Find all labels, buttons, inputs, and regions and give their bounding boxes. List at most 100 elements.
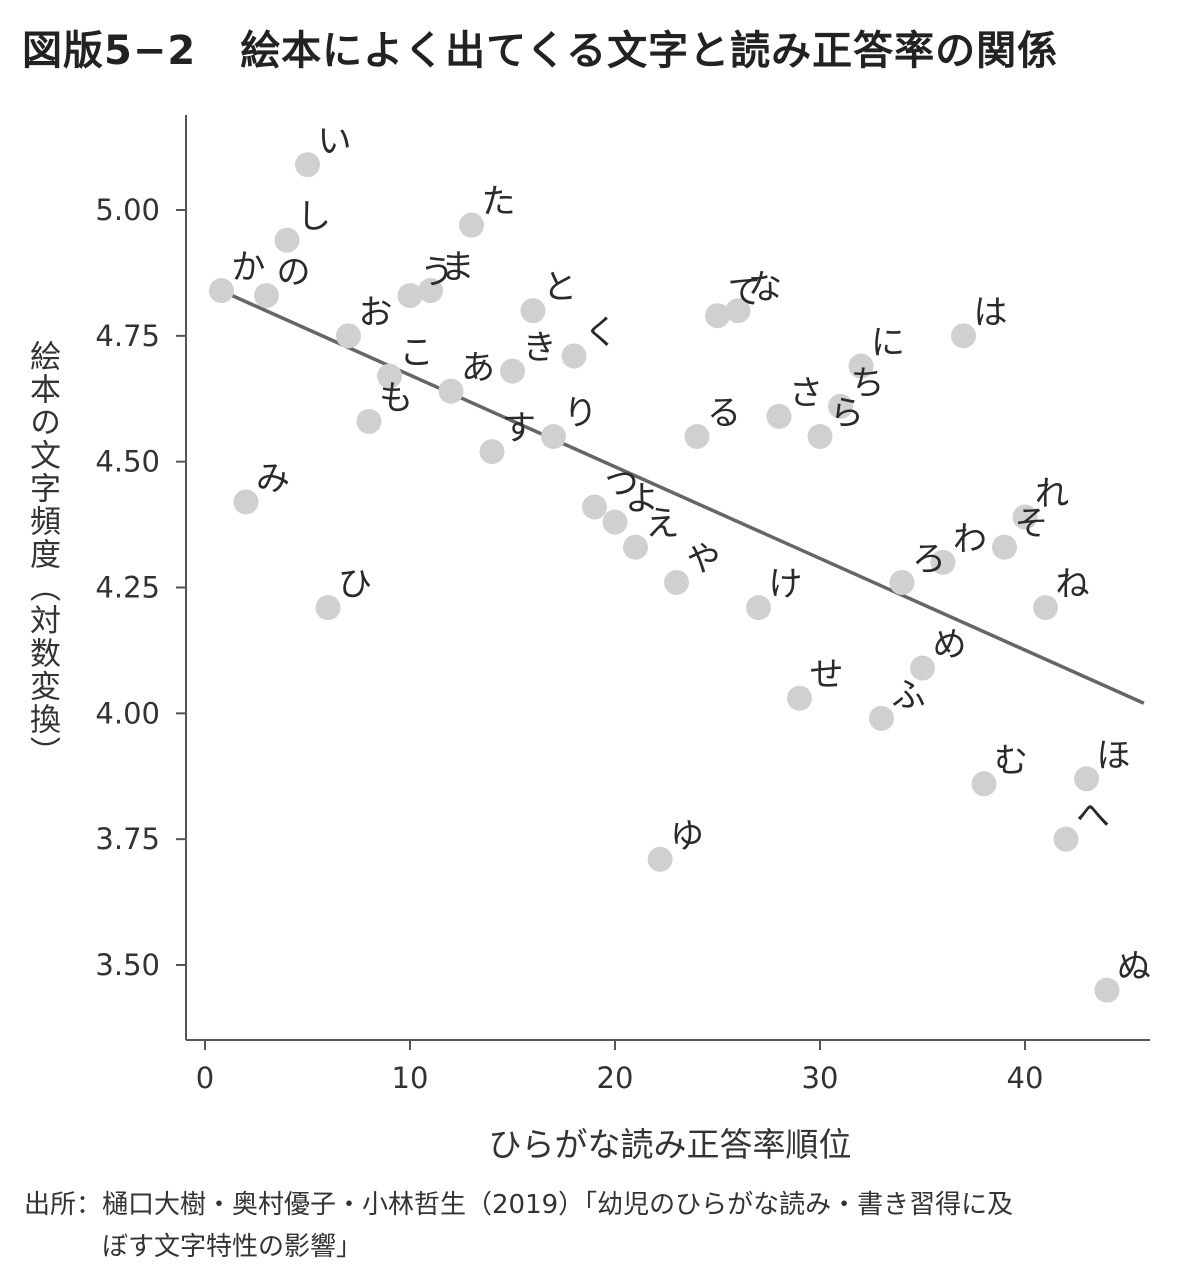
data-point	[1012, 504, 1038, 530]
point-label: ら	[830, 394, 864, 434]
point-label: こ	[400, 333, 434, 373]
data-point	[582, 494, 607, 520]
y-tick-label: 4.50	[95, 445, 160, 479]
y-tick-label: 3.75	[95, 822, 160, 856]
data-point	[705, 303, 730, 329]
point-label: か	[231, 248, 265, 288]
data-points	[208, 152, 1120, 1003]
point-label: へ	[1076, 796, 1110, 836]
data-point	[725, 298, 751, 324]
point-label: ち	[851, 363, 885, 403]
point-label: く	[584, 313, 618, 353]
data-point	[459, 212, 484, 238]
y-axis-label: 絵本の文字頻度（対数変換）	[24, 340, 60, 769]
data-point	[315, 595, 341, 621]
point-label: は	[974, 293, 1008, 333]
point-label: ひ	[338, 565, 372, 605]
trend-line-group	[214, 286, 1145, 705]
data-point	[971, 771, 997, 797]
data-point	[684, 424, 710, 449]
point-label: ほ	[1097, 736, 1131, 776]
data-point	[951, 323, 976, 349]
x-axis-label: ひらがな読み正答率順位	[488, 1125, 852, 1164]
data-point	[992, 534, 1017, 560]
point-label: ゆ	[670, 816, 704, 856]
point-label: き	[523, 328, 557, 368]
point-label: む	[994, 741, 1028, 781]
point-label: み	[256, 459, 290, 499]
data-point	[438, 378, 464, 404]
point-label: け	[769, 565, 803, 605]
data-point	[889, 569, 915, 595]
x-tick-label: 40	[1007, 1061, 1044, 1095]
point-label: ろ	[912, 539, 946, 579]
point-label: す	[502, 409, 536, 449]
data-point	[479, 439, 505, 465]
point-label: と	[543, 268, 577, 308]
trend-line	[214, 286, 1145, 705]
data-point	[930, 549, 956, 575]
point-label: よ	[625, 479, 659, 519]
data-point	[1074, 766, 1099, 792]
x-tick-label: 30	[802, 1061, 839, 1095]
point-label: れ	[1035, 474, 1069, 514]
point-label: り	[564, 394, 598, 434]
y-tick-label: 4.25	[95, 571, 160, 605]
point-label: ぬ	[1117, 947, 1151, 987]
x-tick-label: 10	[392, 1061, 429, 1095]
data-point	[807, 424, 833, 449]
data-point	[233, 489, 259, 515]
data-point	[274, 227, 300, 253]
point-label: せ	[810, 655, 844, 695]
point-label: に	[871, 323, 905, 363]
data-point	[787, 685, 812, 711]
data-point	[766, 403, 792, 429]
data-point	[561, 343, 587, 369]
data-point	[397, 283, 423, 309]
data-point	[910, 655, 935, 681]
axes: 0 10 20 30 40 3.50 3.75 4.00 4.25 4.50 4.75 5.00	[95, 115, 1150, 1095]
x-tick-label: 20	[597, 1061, 634, 1095]
data-point	[1094, 977, 1120, 1003]
data-point	[500, 358, 525, 384]
y-tick-label: 4.00	[95, 696, 160, 730]
point-label: う	[420, 253, 454, 293]
point-label: て	[728, 273, 762, 313]
point-label: つ	[605, 464, 639, 504]
data-point	[869, 705, 894, 731]
source-line-1: 出所：樋口大樹・奥村優子・小林哲生（2019）「幼児のひらがな読み・書き習得に及	[24, 1190, 1014, 1220]
data-point	[336, 323, 361, 349]
y-tick-label: 5.00	[95, 193, 160, 227]
point-label: や	[687, 539, 721, 579]
point-label: の	[277, 253, 311, 293]
data-point	[254, 283, 279, 309]
point-label: な	[748, 268, 782, 308]
point-label: ね	[1056, 565, 1090, 605]
data-point	[377, 363, 402, 389]
point-label: さ	[789, 373, 823, 413]
data-point	[602, 509, 628, 535]
data-point	[848, 353, 874, 379]
source-line-2: ぼす文字特性の影響」	[102, 1232, 363, 1262]
point-label: い	[318, 122, 352, 162]
figure-title-text: 絵本によく出てくる文字と読み正答率の関係	[240, 28, 1059, 74]
point-label: た	[482, 182, 516, 222]
data-point	[623, 534, 648, 560]
data-point	[541, 424, 566, 449]
point-label: ま	[441, 248, 475, 288]
point-label: わ	[953, 519, 987, 559]
data-point	[295, 152, 320, 178]
point-label: る	[707, 394, 741, 434]
data-point	[520, 298, 546, 324]
data-point	[208, 278, 234, 304]
point-label: お	[359, 293, 393, 333]
data-point	[1053, 826, 1079, 852]
point-label: ふ	[892, 675, 926, 715]
data-point	[418, 278, 443, 304]
source-note: 出所：樋口大樹・奥村優子・小林哲生（2019）「幼児のひらがな読み・書き習得に及…	[24, 1184, 1184, 1268]
figure-number: 図版5−2	[22, 28, 197, 74]
chart-title: 図版5−2 絵本によく出てくる文字と読み正答率の関係	[22, 18, 1058, 76]
point-label: え	[646, 504, 680, 544]
